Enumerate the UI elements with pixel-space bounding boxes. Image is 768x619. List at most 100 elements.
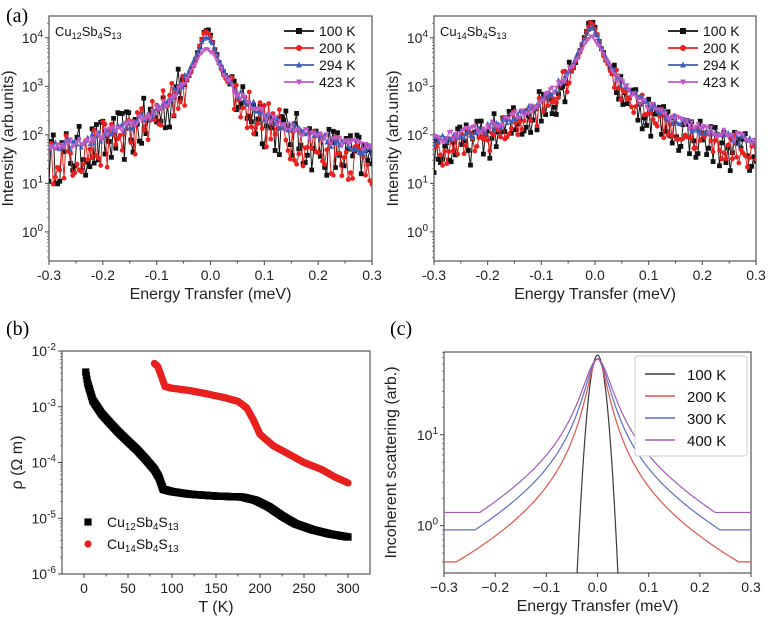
data-point (268, 120, 274, 125)
data-point (584, 39, 589, 45)
data-point (257, 100, 263, 106)
data-point (732, 129, 737, 135)
data-point (646, 96, 652, 102)
data-point (480, 151, 486, 157)
data-point (292, 130, 297, 135)
y-tick-label: 10-3 (32, 398, 57, 415)
data-point (197, 52, 203, 58)
data-point (521, 118, 527, 124)
x-tick-label: 0.2 (693, 267, 713, 283)
legend: 100 K 200 K 300 K 400 K (634, 355, 748, 457)
data-point (171, 112, 177, 118)
data-point (650, 117, 656, 122)
data-point (89, 126, 95, 132)
data-point (348, 170, 353, 176)
legend-label: 294 K (319, 57, 356, 73)
data-point (227, 77, 233, 83)
data-point (573, 58, 579, 64)
y-tick-label: 104 (407, 29, 429, 46)
data-point (233, 82, 239, 88)
data-point (434, 170, 437, 175)
data-point (89, 136, 95, 142)
data-point (659, 131, 664, 137)
data-point (294, 110, 300, 116)
data-point (72, 143, 78, 149)
data-point (551, 104, 557, 110)
data-point (61, 145, 67, 151)
data-point (246, 113, 252, 119)
legend-entry: Cu12Sb4S13 (84, 514, 179, 533)
data-point (526, 111, 531, 117)
data-point (113, 145, 119, 151)
series-cu14 (150, 359, 352, 487)
data-point (356, 139, 362, 145)
x-axis-label: Energy Transfer (meV) (514, 286, 676, 303)
data-point (85, 137, 91, 143)
data-point (538, 118, 544, 124)
data-point (695, 151, 701, 157)
data-point (687, 151, 692, 157)
data-point (300, 132, 306, 138)
data-point (702, 134, 707, 140)
data-point (300, 163, 306, 169)
data-point (298, 142, 304, 148)
data-point (549, 111, 555, 117)
data-point (68, 137, 73, 143)
data-point (753, 156, 756, 162)
data-point (124, 122, 129, 128)
x-tick-label: 50 (120, 580, 136, 596)
data-point (631, 110, 637, 115)
data-point (596, 37, 602, 43)
data-point (442, 139, 448, 145)
data-point (498, 134, 503, 140)
data-point (513, 120, 518, 126)
data-point (238, 97, 244, 102)
sample-formula: Cu14Sb4S13 (107, 536, 179, 555)
data-point (611, 72, 617, 78)
data-point (96, 133, 101, 139)
legend-entry: 100 K (668, 23, 740, 39)
data-point (309, 145, 315, 151)
data-point (502, 129, 508, 135)
data-point (356, 134, 362, 140)
data-point (444, 135, 450, 141)
data-point (753, 144, 756, 150)
data-point (358, 141, 364, 147)
legend-entry: 294 K (284, 57, 356, 73)
data-point (141, 95, 147, 101)
data-point (358, 171, 364, 177)
data-point (736, 136, 742, 142)
data-point (345, 177, 351, 182)
data-point (111, 115, 116, 121)
x-tick-label: -0.1 (529, 267, 553, 283)
data-point (369, 145, 372, 151)
data-point (489, 135, 495, 141)
data-point (530, 109, 536, 115)
data-point (736, 141, 742, 147)
data-point (470, 134, 476, 140)
data-point (719, 156, 725, 162)
data-point (669, 133, 675, 139)
panel-label: (b) (6, 318, 29, 340)
x-tick-label: -0.2 (476, 267, 500, 283)
data-point (545, 103, 551, 108)
data-point (259, 126, 265, 131)
data-point (461, 138, 467, 144)
data-point (500, 123, 506, 129)
x-axis-label: T (K) (198, 599, 233, 616)
legend-label: 423 K (703, 74, 740, 90)
legend-label: 100 K (319, 23, 356, 39)
panel-label: (a) (6, 5, 28, 27)
data-point (296, 151, 302, 157)
data-point (704, 152, 710, 157)
data-point (442, 143, 448, 149)
data-point (680, 28, 686, 34)
series-423k (49, 47, 372, 153)
legend-label: 400 K (687, 433, 726, 450)
data-point (242, 94, 248, 100)
data-point (706, 131, 712, 137)
legend-entry: 423 K (668, 74, 740, 90)
data-point (87, 140, 93, 146)
data-point (238, 114, 244, 120)
data-point (104, 164, 110, 170)
